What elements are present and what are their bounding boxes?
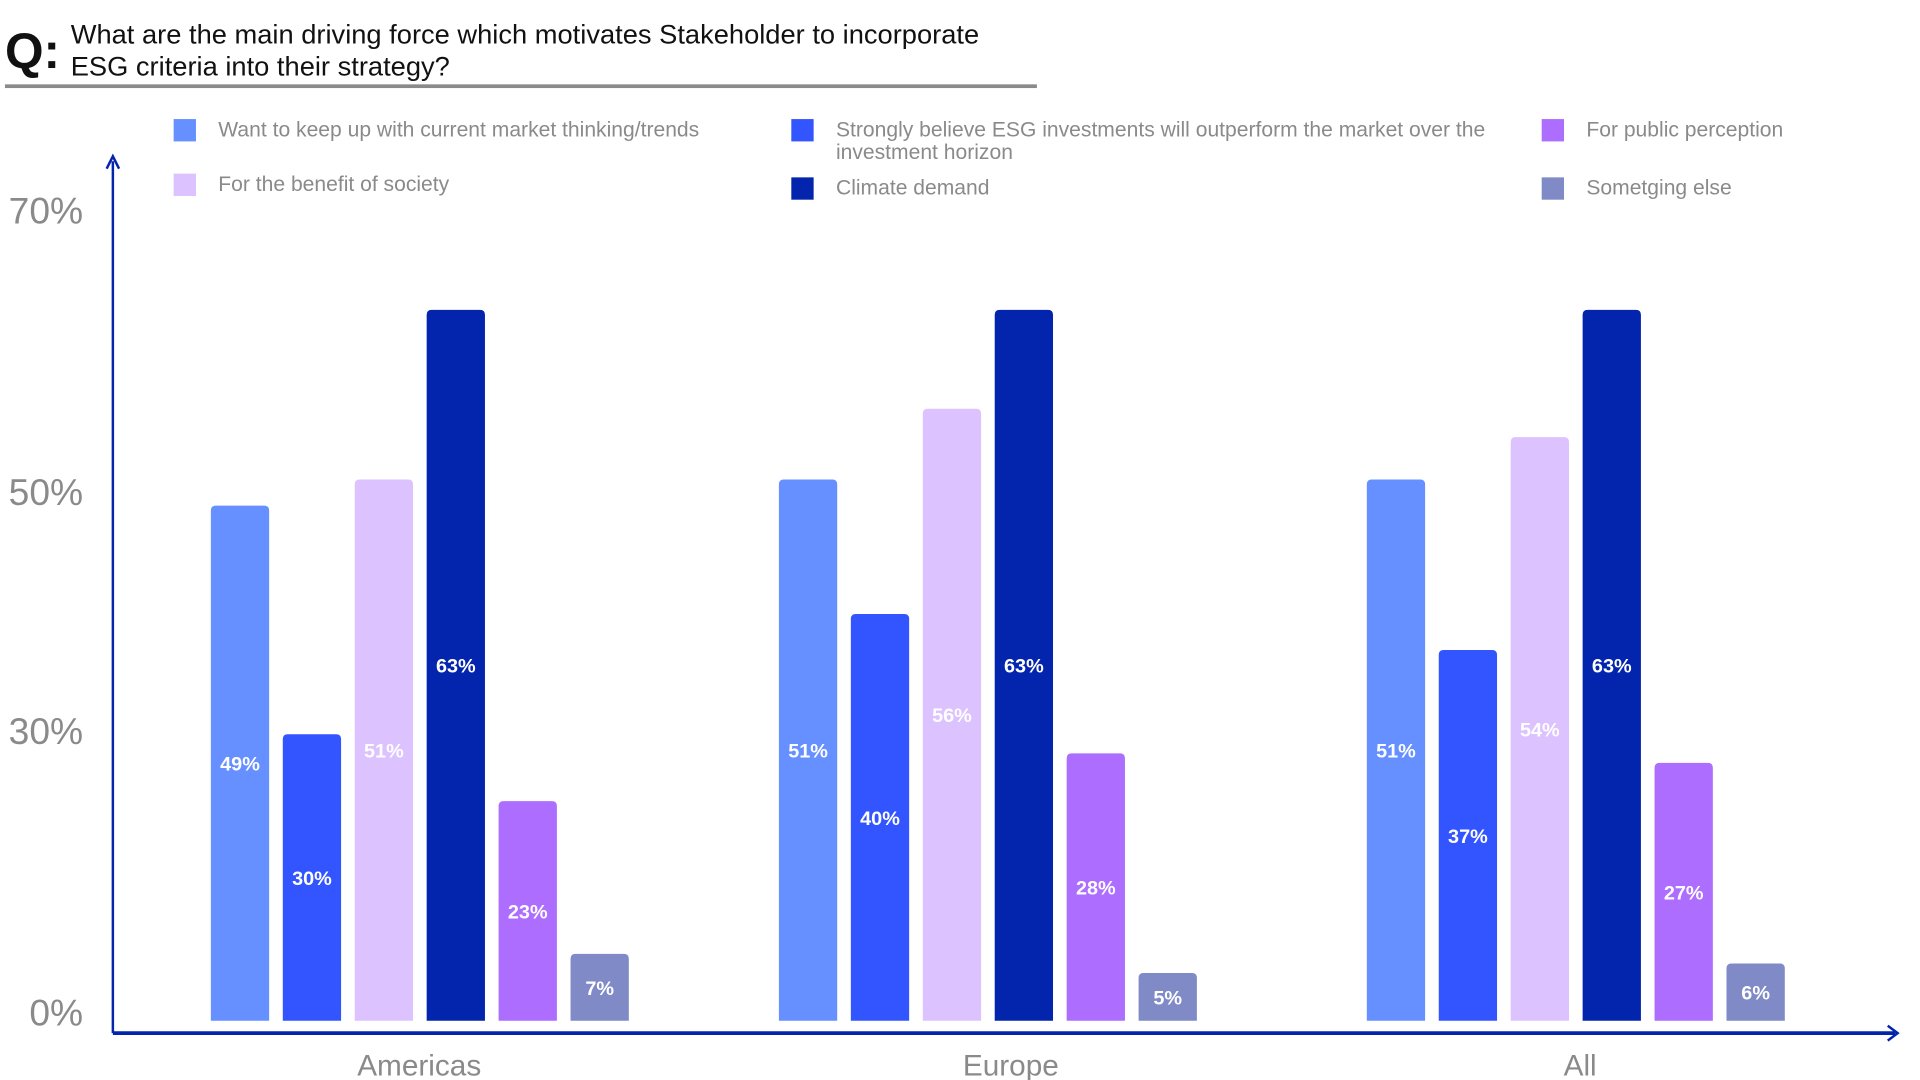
- legend-item: Sometging else: [1541, 176, 1732, 200]
- legend-label: For public perception: [1586, 117, 1784, 142]
- bar-value-label: 51%: [1376, 741, 1416, 763]
- y-tick-label: 70%: [9, 189, 83, 231]
- bar: [498, 801, 557, 1021]
- bar-value-label: 23%: [508, 901, 548, 923]
- title-divider: [4, 84, 1037, 89]
- bar-value-label: 27%: [1664, 882, 1704, 904]
- legend-label: Sometging else: [1586, 176, 1732, 200]
- legend-item: For public perception: [1541, 117, 1784, 142]
- legend-swatch: [173, 119, 196, 142]
- bar-value-label: 54%: [1520, 719, 1560, 741]
- bar-value-label: 49%: [220, 754, 260, 776]
- legend-swatch: [791, 119, 814, 142]
- bar-value-label: 5%: [1153, 987, 1182, 1009]
- y-tick-label: 50%: [9, 471, 83, 513]
- bar: [1726, 963, 1785, 1021]
- question-mark: Q:: [4, 24, 61, 80]
- legend-item: Climate demand: [791, 176, 990, 200]
- legend-label: Climate demand: [835, 176, 990, 200]
- bar: [1654, 762, 1713, 1021]
- x-axis-arrow-icon: [1886, 1024, 1900, 1042]
- y-tick-label: 30%: [9, 710, 83, 752]
- bar: [426, 309, 485, 1021]
- bar: [850, 613, 910, 1021]
- bar: [1138, 973, 1197, 1021]
- legend-swatch: [791, 177, 814, 200]
- bar-value-label: 51%: [364, 741, 404, 763]
- legend-swatch: [1541, 177, 1565, 200]
- bar-value-label: 37%: [1448, 826, 1488, 848]
- x-category-label: All: [1564, 1049, 1597, 1080]
- bar-value-label: 30%: [292, 868, 332, 890]
- bar-value-label: 7%: [585, 978, 614, 1000]
- bar-value-label: 63%: [1004, 656, 1044, 678]
- bar: [994, 309, 1054, 1021]
- bar: [1366, 479, 1426, 1021]
- bar: [1510, 437, 1569, 1021]
- chart-title: What are the main driving force which mo…: [70, 18, 980, 82]
- bar: [1438, 650, 1498, 1021]
- bar-value-label: 56%: [932, 705, 972, 727]
- y-axis-arrow-icon: [105, 153, 121, 170]
- bar: [922, 408, 982, 1021]
- legend-label: Want to keep up with current market thin…: [218, 117, 700, 142]
- legend-label: For the benefit of society: [218, 172, 450, 196]
- bar: [570, 953, 629, 1021]
- legend-label: Strongly believe ESG investments will ou…: [835, 117, 1486, 164]
- bar-value-label: 63%: [1592, 656, 1632, 678]
- bar-value-label: 51%: [788, 741, 828, 763]
- x-category-label: Americas: [357, 1049, 481, 1080]
- bar: [210, 505, 270, 1021]
- legend-item: For the benefit of society: [173, 172, 450, 196]
- bar-value-label: 28%: [1076, 878, 1116, 900]
- bar: [1582, 309, 1641, 1021]
- bar-value-label: 63%: [436, 656, 476, 678]
- bar-value-label: 6%: [1741, 983, 1770, 1005]
- bar: [282, 734, 342, 1021]
- bar: [1066, 753, 1125, 1021]
- bar: [778, 479, 838, 1021]
- bar-value-label: 40%: [860, 808, 900, 830]
- x-category-label: Europe: [963, 1049, 1059, 1080]
- bar: [354, 479, 414, 1021]
- legend-item: Strongly believe ESG investments will ou…: [791, 117, 1510, 164]
- legend-swatch: [1541, 119, 1565, 142]
- legend-item: Want to keep up with current market thin…: [173, 117, 700, 142]
- y-tick-label: 0%: [29, 992, 83, 1034]
- legend-swatch: [173, 173, 196, 196]
